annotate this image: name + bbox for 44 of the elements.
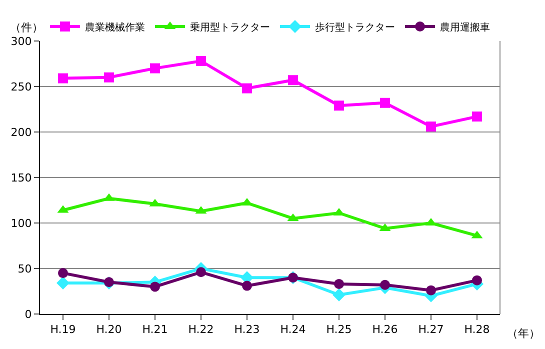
point (334, 278, 344, 289)
legend-label: 乗用型トラクター (190, 21, 270, 34)
point (426, 122, 436, 132)
point (58, 73, 68, 84)
point (334, 100, 344, 111)
point (104, 72, 114, 82)
point (288, 75, 298, 86)
y-tick-label: 100 (10, 216, 32, 230)
point (380, 98, 390, 108)
x-tick-label: H.26 (372, 323, 398, 336)
point (58, 268, 68, 278)
y-tick-label: 0 (24, 308, 32, 321)
point (150, 282, 160, 292)
y-tick-label: 150 (10, 171, 32, 184)
y-tick-label: 200 (10, 126, 32, 139)
y-tick-label: 250 (10, 80, 32, 94)
x-tick-label: H.28 (464, 323, 490, 336)
point (104, 277, 114, 288)
point (242, 83, 252, 94)
x-tick-label: H.19 (50, 323, 76, 336)
y-tick-label: 300 (10, 34, 32, 48)
x-axis-title: （年） (507, 327, 540, 340)
point (196, 56, 206, 66)
point (242, 280, 252, 291)
point (472, 112, 482, 122)
legend-label: 農業機械作業 (85, 21, 145, 34)
point (56, 276, 70, 290)
point (150, 63, 160, 74)
legend-label: 歩行型トラクター (315, 21, 395, 34)
x-tick-label: H.24 (280, 323, 306, 336)
legend-label: 農用運搬車 (440, 21, 490, 34)
point (332, 288, 346, 302)
x-tick-label: H.22 (188, 323, 214, 336)
x-tick-label: H.23 (234, 323, 260, 336)
y-tick-label: 50 (18, 262, 32, 276)
x-tick-label: H.25 (326, 323, 352, 336)
point (196, 267, 206, 278)
point (380, 280, 390, 290)
x-tick-label: H.21 (142, 323, 168, 336)
y-axis-title: （件） (10, 21, 43, 34)
x-tick-label: H.27 (418, 323, 444, 336)
point (472, 275, 482, 286)
point (426, 285, 436, 296)
x-tick-label: H.20 (96, 323, 122, 336)
